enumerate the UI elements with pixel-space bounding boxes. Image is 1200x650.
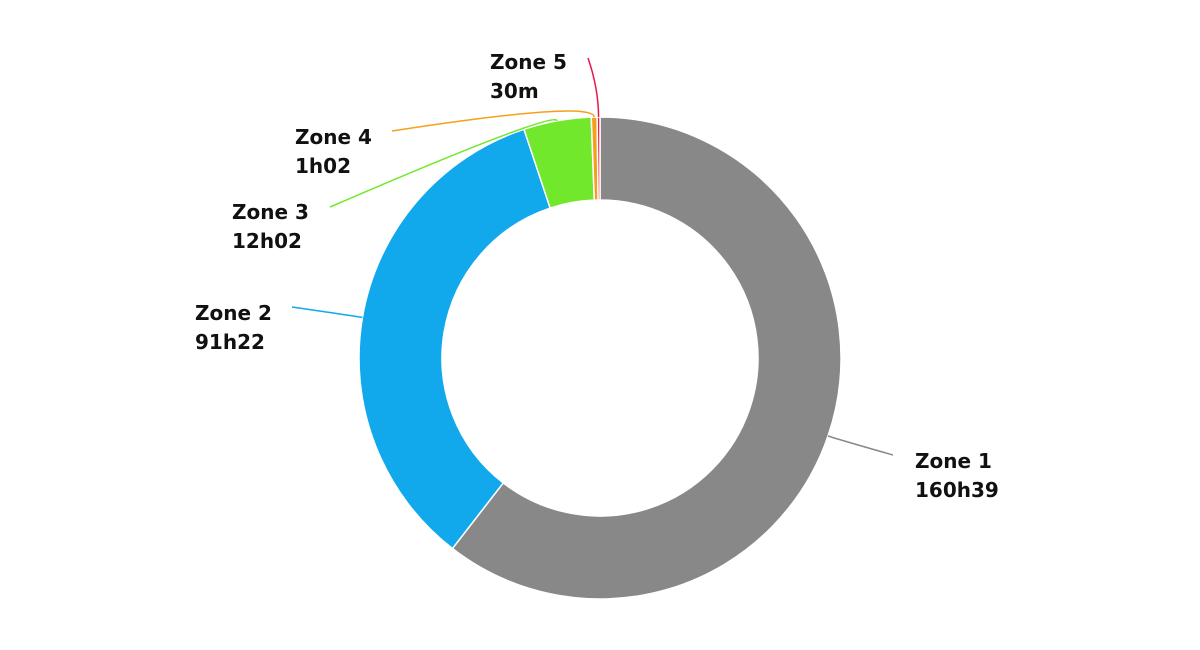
value-label: 160h39	[915, 478, 999, 502]
leader-line	[391, 110, 595, 132]
slice-label: Zone 5	[490, 50, 567, 74]
value-label: 91h22	[195, 330, 265, 354]
leader-line	[329, 119, 558, 208]
leader-line	[587, 57, 600, 118]
slice-label: Zone 1	[915, 449, 992, 473]
slice-label: Zone 3	[232, 200, 309, 224]
slice	[451, 116, 842, 600]
slice-label: Zone 2	[195, 301, 272, 325]
slice	[358, 128, 552, 550]
value-label: 12h02	[232, 229, 302, 253]
slice-label: Zone 4	[295, 125, 372, 149]
leader-line	[291, 306, 363, 319]
value-label: 1h02	[295, 154, 351, 178]
slice	[596, 116, 601, 201]
leader-line	[827, 435, 894, 456]
value-label: 30m	[490, 79, 539, 103]
